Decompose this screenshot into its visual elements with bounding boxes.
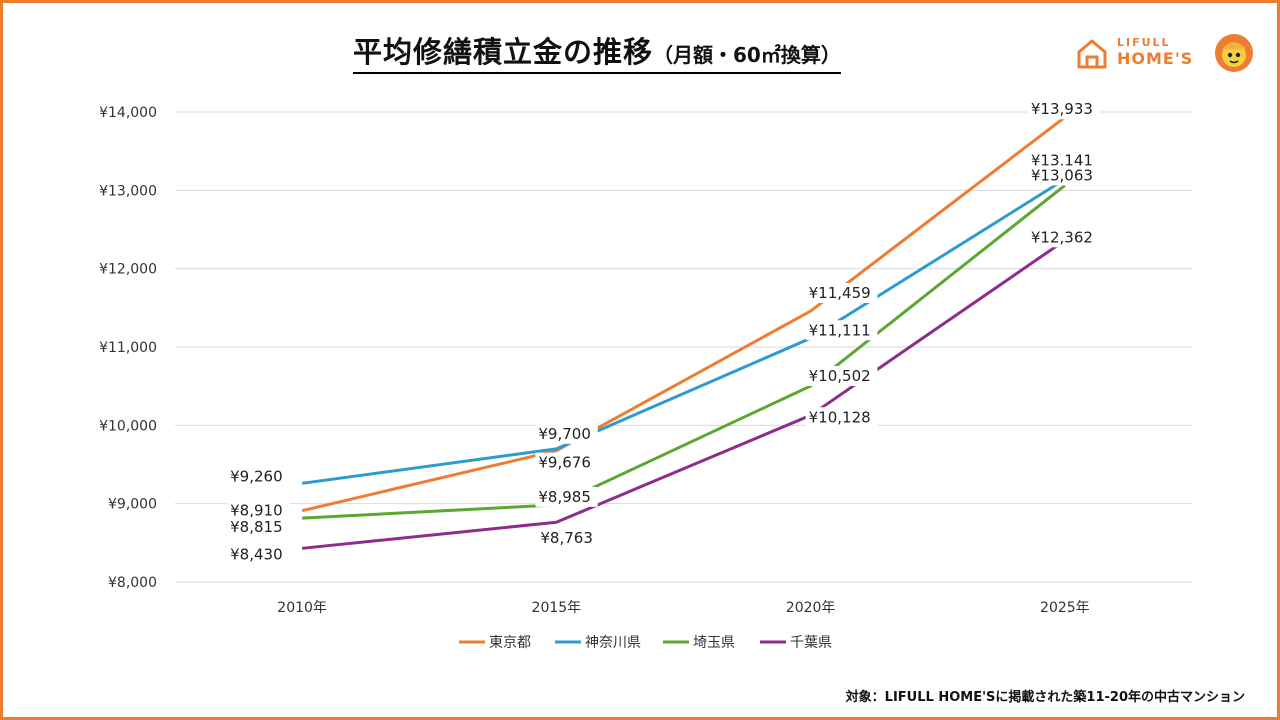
house-icon bbox=[1077, 39, 1107, 69]
data-label: ¥13,141 bbox=[1031, 151, 1093, 169]
data-label: ¥11,459 bbox=[809, 284, 871, 302]
y-tick-label: ¥12,000 bbox=[99, 262, 157, 278]
y-tick-label: ¥11,000 bbox=[99, 340, 157, 356]
data-label-bg bbox=[1027, 227, 1100, 248]
legend-label: 埼玉県 bbox=[693, 635, 735, 651]
data-label: ¥13,063 bbox=[1031, 166, 1093, 184]
logo-text-lifull: LIFULL bbox=[1117, 36, 1171, 49]
x-tick-label: 2025年 bbox=[1040, 600, 1090, 616]
data-label: ¥12,362 bbox=[1031, 228, 1093, 246]
x-tick-label: 2020年 bbox=[786, 600, 836, 616]
mascot-icon bbox=[1215, 34, 1253, 72]
data-label-bg bbox=[805, 366, 878, 387]
data-label: ¥9,676 bbox=[538, 454, 591, 472]
data-label: ¥9,260 bbox=[230, 467, 283, 485]
data-label: ¥9,700 bbox=[538, 425, 591, 443]
data-label-bg bbox=[1027, 99, 1100, 120]
data-label-bg bbox=[227, 517, 290, 538]
x-tick-label: 2015年 bbox=[532, 600, 582, 616]
y-tick-label: ¥8,000 bbox=[108, 575, 157, 591]
data-label-bg bbox=[805, 320, 878, 341]
data-label: ¥8,815 bbox=[230, 518, 283, 536]
legend-label: 東京都 bbox=[489, 635, 531, 651]
data-label-bg bbox=[535, 452, 598, 473]
data-label-bg bbox=[1027, 150, 1100, 171]
data-label: ¥13,933 bbox=[1031, 100, 1093, 118]
series-line bbox=[302, 184, 1066, 520]
data-label-bg bbox=[227, 544, 290, 565]
y-tick-label: ¥13,000 bbox=[99, 183, 157, 199]
data-label-bg bbox=[1027, 165, 1100, 186]
data-label: ¥11,111 bbox=[809, 321, 871, 339]
data-label: ¥10,502 bbox=[809, 367, 871, 385]
data-label: ¥8,985 bbox=[538, 488, 591, 506]
data-label-bg bbox=[535, 423, 598, 444]
chart-title-main: 平均修繕積立金の推移 bbox=[353, 35, 654, 69]
data-label-bg bbox=[805, 283, 878, 304]
data-label: ¥8,763 bbox=[540, 529, 593, 547]
y-tick-label: ¥14,000 bbox=[99, 105, 157, 121]
series-line bbox=[301, 178, 1066, 485]
logo-text-homes: HOME'S bbox=[1117, 49, 1194, 68]
data-label-bg bbox=[535, 486, 598, 507]
data-label-bg bbox=[227, 500, 290, 521]
data-label-bg bbox=[537, 528, 600, 549]
series-line bbox=[301, 116, 1066, 513]
data-label: ¥10,128 bbox=[809, 408, 871, 426]
series-line bbox=[301, 239, 1066, 550]
chart-title-sub: （月額・60㎡換算） bbox=[653, 43, 841, 67]
y-tick-label: ¥9,000 bbox=[108, 497, 157, 513]
line-chart: ¥8,000 ¥9,000 ¥10,000 ¥11,000 ¥12,000 ¥13,000… bbox=[99, 99, 1192, 651]
data-label: ¥8,910 bbox=[230, 502, 283, 520]
footnote: 対象：LIFULL HOME'Sに掲載された築11-20年の中古マンション bbox=[845, 690, 1245, 705]
legend-label: 千葉県 bbox=[790, 635, 832, 651]
data-label: ¥8,430 bbox=[230, 545, 283, 563]
brand-logo: LIFULL HOME'S bbox=[1075, 33, 1255, 77]
y-tick-label: ¥10,000 bbox=[99, 418, 157, 434]
data-label-bg bbox=[227, 466, 290, 487]
data-label-bg bbox=[805, 407, 878, 428]
x-tick-label: 2010年 bbox=[277, 600, 327, 616]
legend-label: 神奈川県 bbox=[585, 635, 641, 651]
chart-title: 平均修繕積立金の推移（月額・60㎡換算） bbox=[353, 29, 841, 74]
